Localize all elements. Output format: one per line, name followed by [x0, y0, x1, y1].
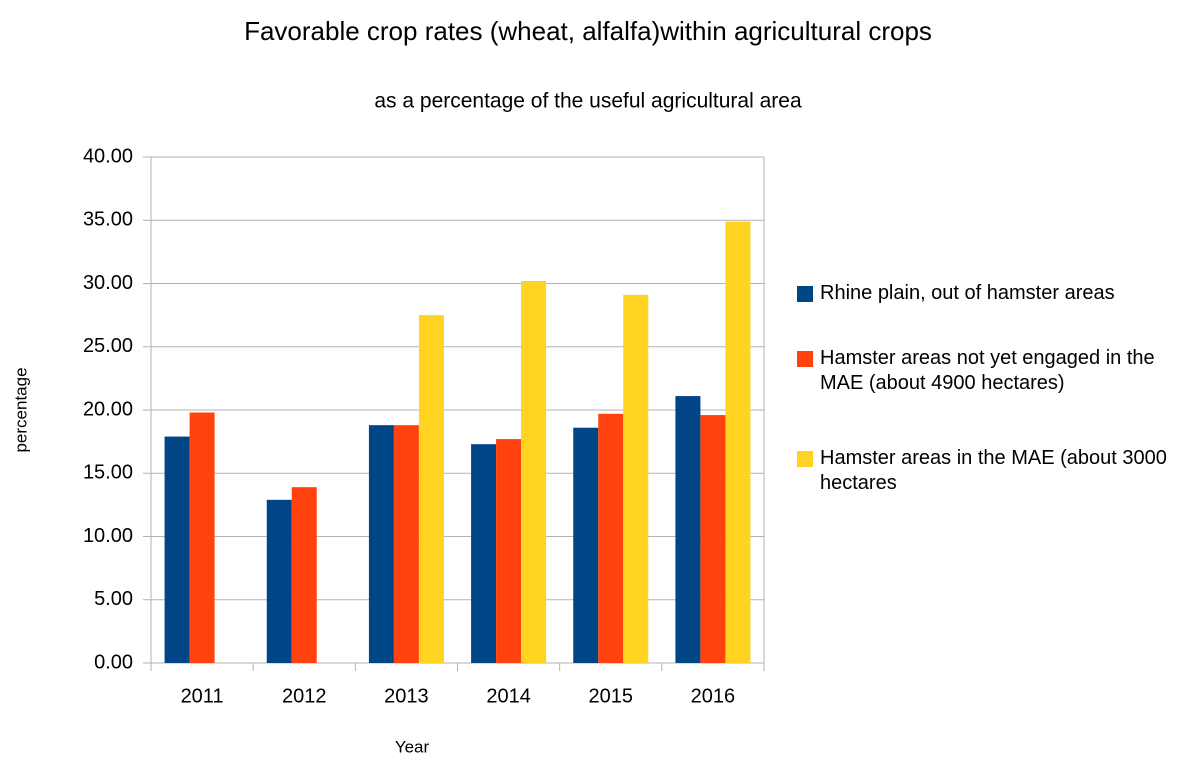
- x-axis-label: Year: [395, 737, 430, 756]
- legend-swatch: [797, 451, 813, 467]
- x-tick-label: 2016: [691, 685, 736, 707]
- bar: [725, 221, 751, 663]
- x-tick-label: 2014: [486, 685, 531, 707]
- bar: [393, 425, 419, 663]
- y-tick-label: 5.00: [94, 588, 133, 610]
- y-axis-label: percentage: [11, 367, 30, 452]
- bar: [266, 499, 292, 663]
- y-tick-label: 35.00: [83, 209, 133, 231]
- bar: [598, 413, 624, 663]
- chart-subtitle: as a percentage of the useful agricultur…: [374, 90, 802, 113]
- bar: [521, 280, 547, 663]
- bar: [418, 315, 444, 663]
- y-tick-label: 25.00: [83, 335, 133, 357]
- chart-title: Favorable crop rates (wheat, alfalfa)wit…: [244, 16, 932, 46]
- legend-label: Hamster areas not yet engaged in the MAE…: [820, 347, 1155, 394]
- legend-swatch: [797, 286, 813, 302]
- y-tick-label: 10.00: [83, 525, 133, 547]
- bar: [623, 294, 649, 663]
- bar: [496, 439, 522, 663]
- bar: [291, 487, 317, 663]
- legend-swatch: [797, 351, 813, 367]
- bar: [471, 444, 497, 663]
- x-tick-label: 2013: [384, 685, 429, 707]
- legend-entry: Hamster areas not yet engaged in the MAE…: [797, 346, 1167, 396]
- y-tick-label: 30.00: [83, 272, 133, 294]
- legend-entry: Rhine plain, out of hamster areas: [797, 281, 1167, 306]
- legend-label: Rhine plain, out of hamster areas: [820, 282, 1115, 304]
- bar: [700, 415, 726, 663]
- y-tick-label: 40.00: [83, 145, 133, 167]
- x-tick-label: 2015: [589, 685, 634, 707]
- y-tick-label: 20.00: [83, 398, 133, 420]
- bar: [573, 427, 599, 663]
- y-tick-label: 0.00: [94, 651, 133, 673]
- bar: [368, 425, 394, 663]
- legend-label: Hamster areas in the MAE (about 3000 hec…: [820, 447, 1167, 494]
- x-tick-label: 2012: [282, 685, 327, 707]
- y-tick-label: 15.00: [83, 462, 133, 484]
- bar: [189, 412, 215, 663]
- bar: [164, 436, 190, 663]
- x-tick-label: 2011: [181, 685, 224, 707]
- legend-entry: Hamster areas in the MAE (about 3000 hec…: [797, 446, 1167, 496]
- bar: [675, 396, 701, 663]
